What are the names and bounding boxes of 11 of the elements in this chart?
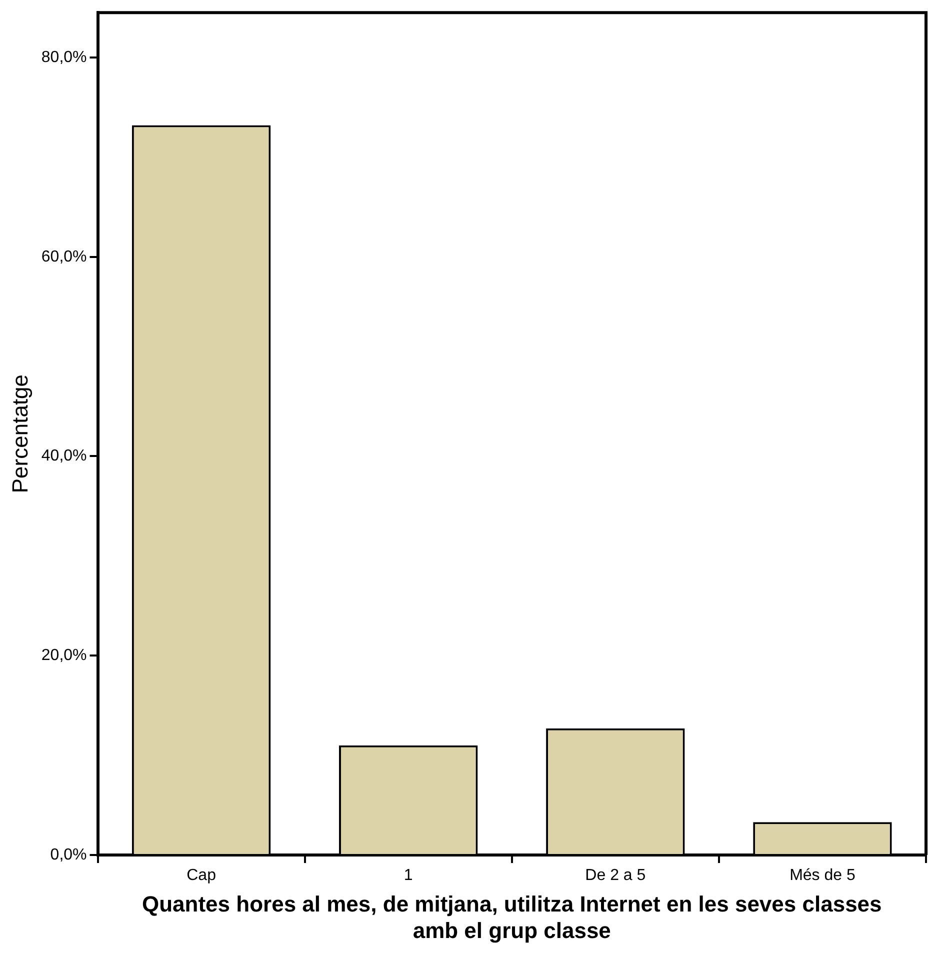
y-tick-label: 80,0% [41, 48, 87, 66]
x-tick-label: De 2 a 5 [585, 867, 646, 884]
x-tick-label: Cap [186, 867, 216, 884]
y-tick-label: 40,0% [41, 448, 87, 465]
y-tick-label: 20,0% [41, 647, 87, 664]
y-tick-label: 60,0% [41, 248, 87, 266]
x-tick-label: Més de 5 [790, 867, 856, 884]
y-axis-title: Percentatge [7, 374, 32, 494]
x-tick-label: 1 [404, 867, 413, 884]
y-tick-label: 0,0% [50, 846, 87, 864]
x-axis-title: Quantes hores al mes, de mitjana, utilitza Internet en les seves classes amb el grup classe [142, 891, 882, 943]
